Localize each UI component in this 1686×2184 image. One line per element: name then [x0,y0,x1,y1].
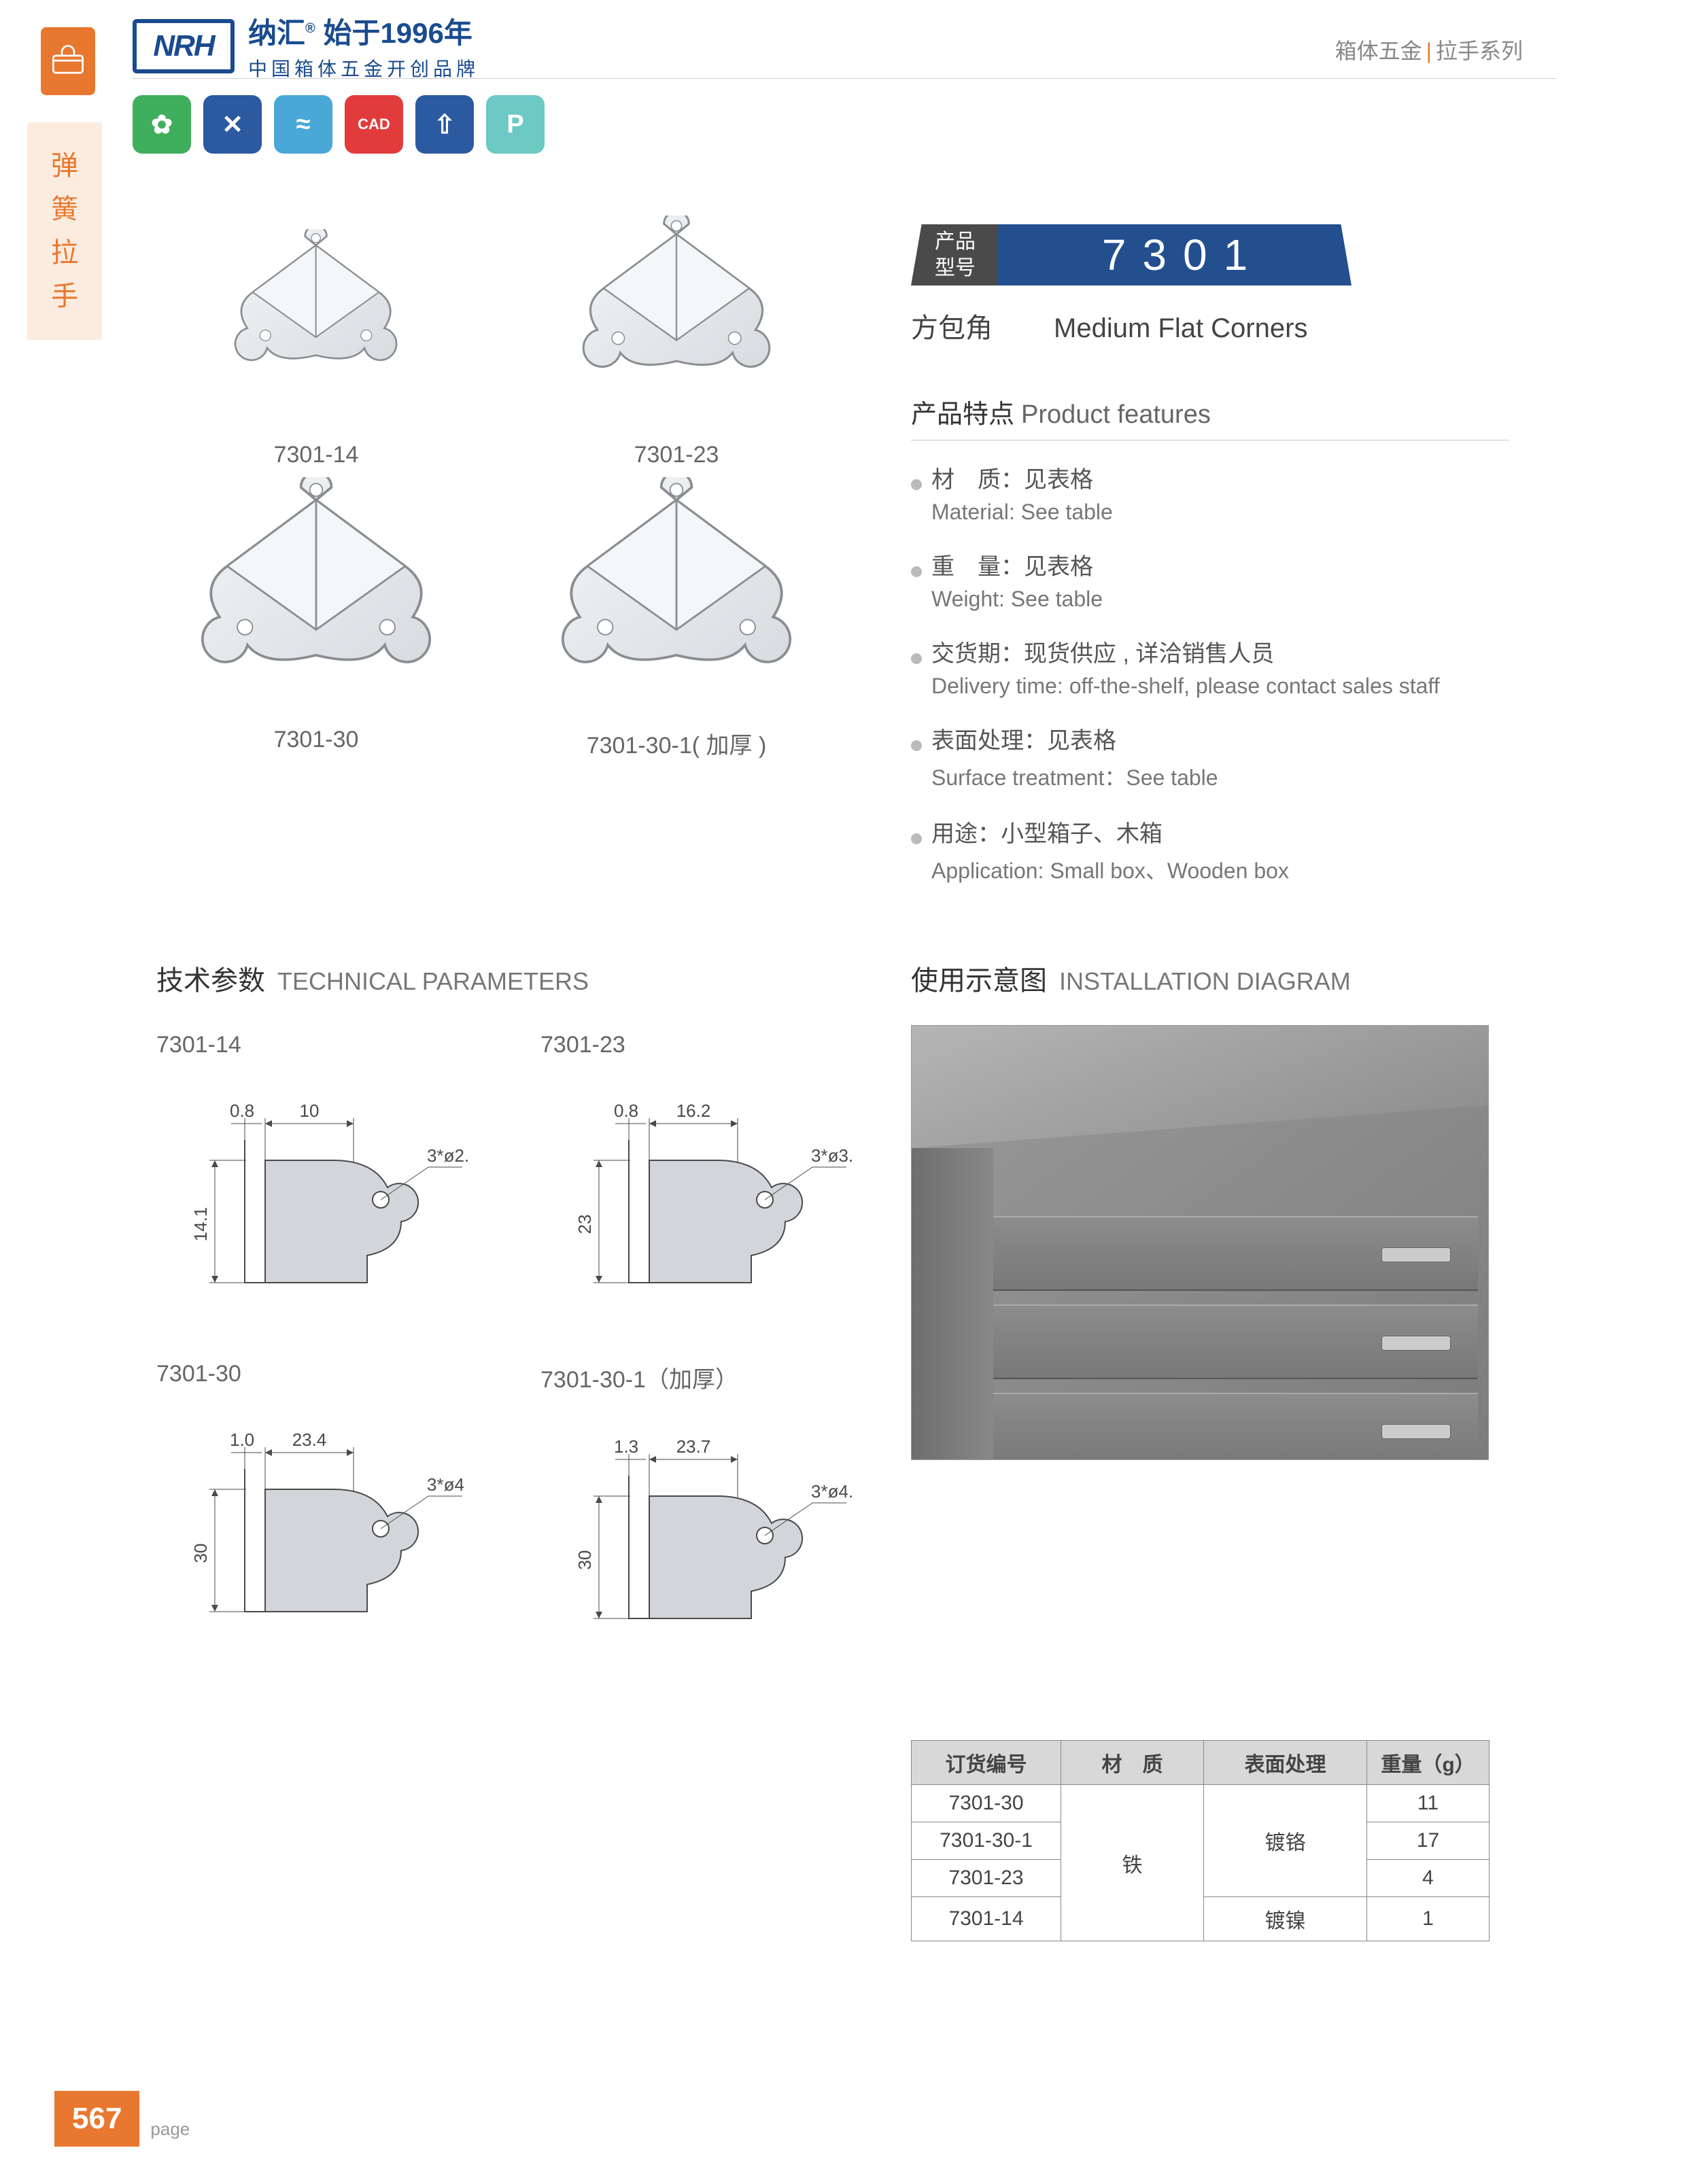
brand-line: 纳汇® 始于1996年 [248,10,479,52]
feature-icon: ≈ [274,95,332,154]
feature-item: 重 量：见表格Weight: See table [911,548,1523,612]
feature-item: 交货期：现货供应 , 详洽销售人员Delivery time: off-the-… [911,635,1523,699]
logo-block: NRH 纳汇® 始于1996年 中国箱体五金开创品牌 [133,10,479,82]
cell-weight: 1 [1367,1897,1490,1941]
svg-text:3*ø3.8: 3*ø3.8 [811,1145,853,1166]
page-number: 567 page [54,2091,190,2147]
side-category-label: 弹簧拉手 [27,122,102,340]
feature-icon: ✕ [203,95,262,154]
cell-code: 7301-30 [912,1785,1061,1822]
svg-text:3*ø4: 3*ø4 [427,1474,464,1495]
logo-mark: NRH [133,19,235,73]
svg-text:23: 23 [574,1215,595,1234]
tech-diagram: 7301-30-1（加厚） 1.3 23.7 30 3*ø4.0 [540,1361,870,1649]
product-label: 7301-23 [634,442,719,468]
feature-icon: CAD [345,95,403,154]
feature-icon: ⇧ [415,95,474,154]
feature-icon: ✿ [133,95,191,154]
tech-title: 技术参数TECHNICAL PARAMETERS [156,958,870,998]
cell-surface2: 镀镍 [1204,1897,1367,1941]
header-category: 箱体五金|拉手系列 [1335,34,1523,65]
feature-item: 材 质：见表格Material: See table [911,461,1523,525]
cell-weight: 11 [1367,1785,1490,1822]
svg-text:3*ø2.2: 3*ø2.2 [427,1145,469,1166]
product-item: 7301-23 [517,204,836,468]
svg-text:14.1: 14.1 [190,1207,211,1242]
svg-text:0.8: 0.8 [230,1100,254,1121]
model-subtitle: 方包角Medium Flat Corners [911,306,1523,345]
product-grid: 7301-14 7301-23 7301-30 7301-30-1( 加厚 ) [156,204,836,760]
model-label: 产品型号 [911,224,999,285]
cell-material: 铁 [1061,1785,1204,1941]
diagram-label: 7301-30-1（加厚） [540,1361,870,1394]
install-block: 使用示意图INSTALLATION DIAGRAM [911,958,1536,1460]
cell-weight: 17 [1367,1822,1490,1860]
features-title: 产品特点Product features [911,393,1523,430]
cell-surface1: 镀铬 [1204,1785,1367,1897]
header-rule [133,78,1557,79]
svg-text:3*ø4.0: 3*ø4.0 [811,1481,853,1502]
svg-text:10: 10 [300,1100,320,1121]
install-title: 使用示意图INSTALLATION DIAGRAM [911,958,1536,998]
product-item: 7301-30 [156,489,476,760]
feature-item: 表面处理：见表格Surface treatment：See table [911,722,1523,792]
diagram-label: 7301-30 [156,1361,486,1387]
icon-row: ✿✕≈CAD⇧P [133,95,545,154]
svg-text:16.2: 16.2 [676,1100,711,1121]
th-code: 订货编号 [912,1741,1061,1785]
th-material: 材 质 [1061,1741,1204,1785]
svg-text:23.4: 23.4 [292,1429,327,1450]
product-item: 7301-30-1( 加厚 ) [517,489,836,760]
svg-text:1.0: 1.0 [230,1429,254,1450]
svg-text:30: 30 [190,1544,211,1563]
feature-icon: P [486,95,545,154]
model-number: 7301 [998,224,1352,285]
diagram-label: 7301-14 [156,1032,486,1058]
features-list: 材 质：见表格Material: See table 重 量：见表格Weight:… [911,461,1523,885]
install-image [911,1025,1489,1460]
th-surface: 表面处理 [1204,1741,1367,1785]
svg-text:23.7: 23.7 [676,1436,711,1457]
cell-code: 7301-30-1 [912,1822,1061,1860]
svg-text:0.8: 0.8 [614,1100,638,1121]
feature-item: 用途：小型箱子、木箱Application: Small box、Wooden … [911,815,1523,885]
product-label: 7301-30 [274,727,359,753]
tagline: 中国箱体五金开创品牌 [248,54,479,82]
cell-code: 7301-23 [912,1860,1061,1897]
product-item: 7301-14 [156,204,476,468]
cell-weight: 4 [1367,1860,1490,1897]
cell-code: 7301-14 [912,1897,1061,1941]
tech-diagram: 7301-23 0.8 16.2 23 3*ø3.8 [540,1032,870,1313]
side-tab [41,27,95,95]
svg-text:30: 30 [574,1550,595,1570]
spec-table: 订货编号 材 质 表面处理 重量（g） 7301-30 铁 镀铬 11 7301… [911,1740,1490,1941]
tech-block: 技术参数TECHNICAL PARAMETERS 7301-14 0.8 10 … [156,958,870,1649]
svg-text:1.3: 1.3 [614,1436,638,1457]
diagram-label: 7301-23 [540,1032,870,1058]
th-weight: 重量（g） [1367,1741,1490,1785]
model-block: 产品型号 7301 方包角Medium Flat Corners 产品特点Pro… [911,224,1523,908]
product-label: 7301-30-1( 加厚 ) [587,727,767,760]
tech-diagram: 7301-14 0.8 10 14.1 3*ø2.2 [156,1032,486,1313]
product-label: 7301-14 [274,442,359,468]
tech-diagram: 7301-30 1.0 23.4 30 3*ø4 [156,1361,486,1649]
